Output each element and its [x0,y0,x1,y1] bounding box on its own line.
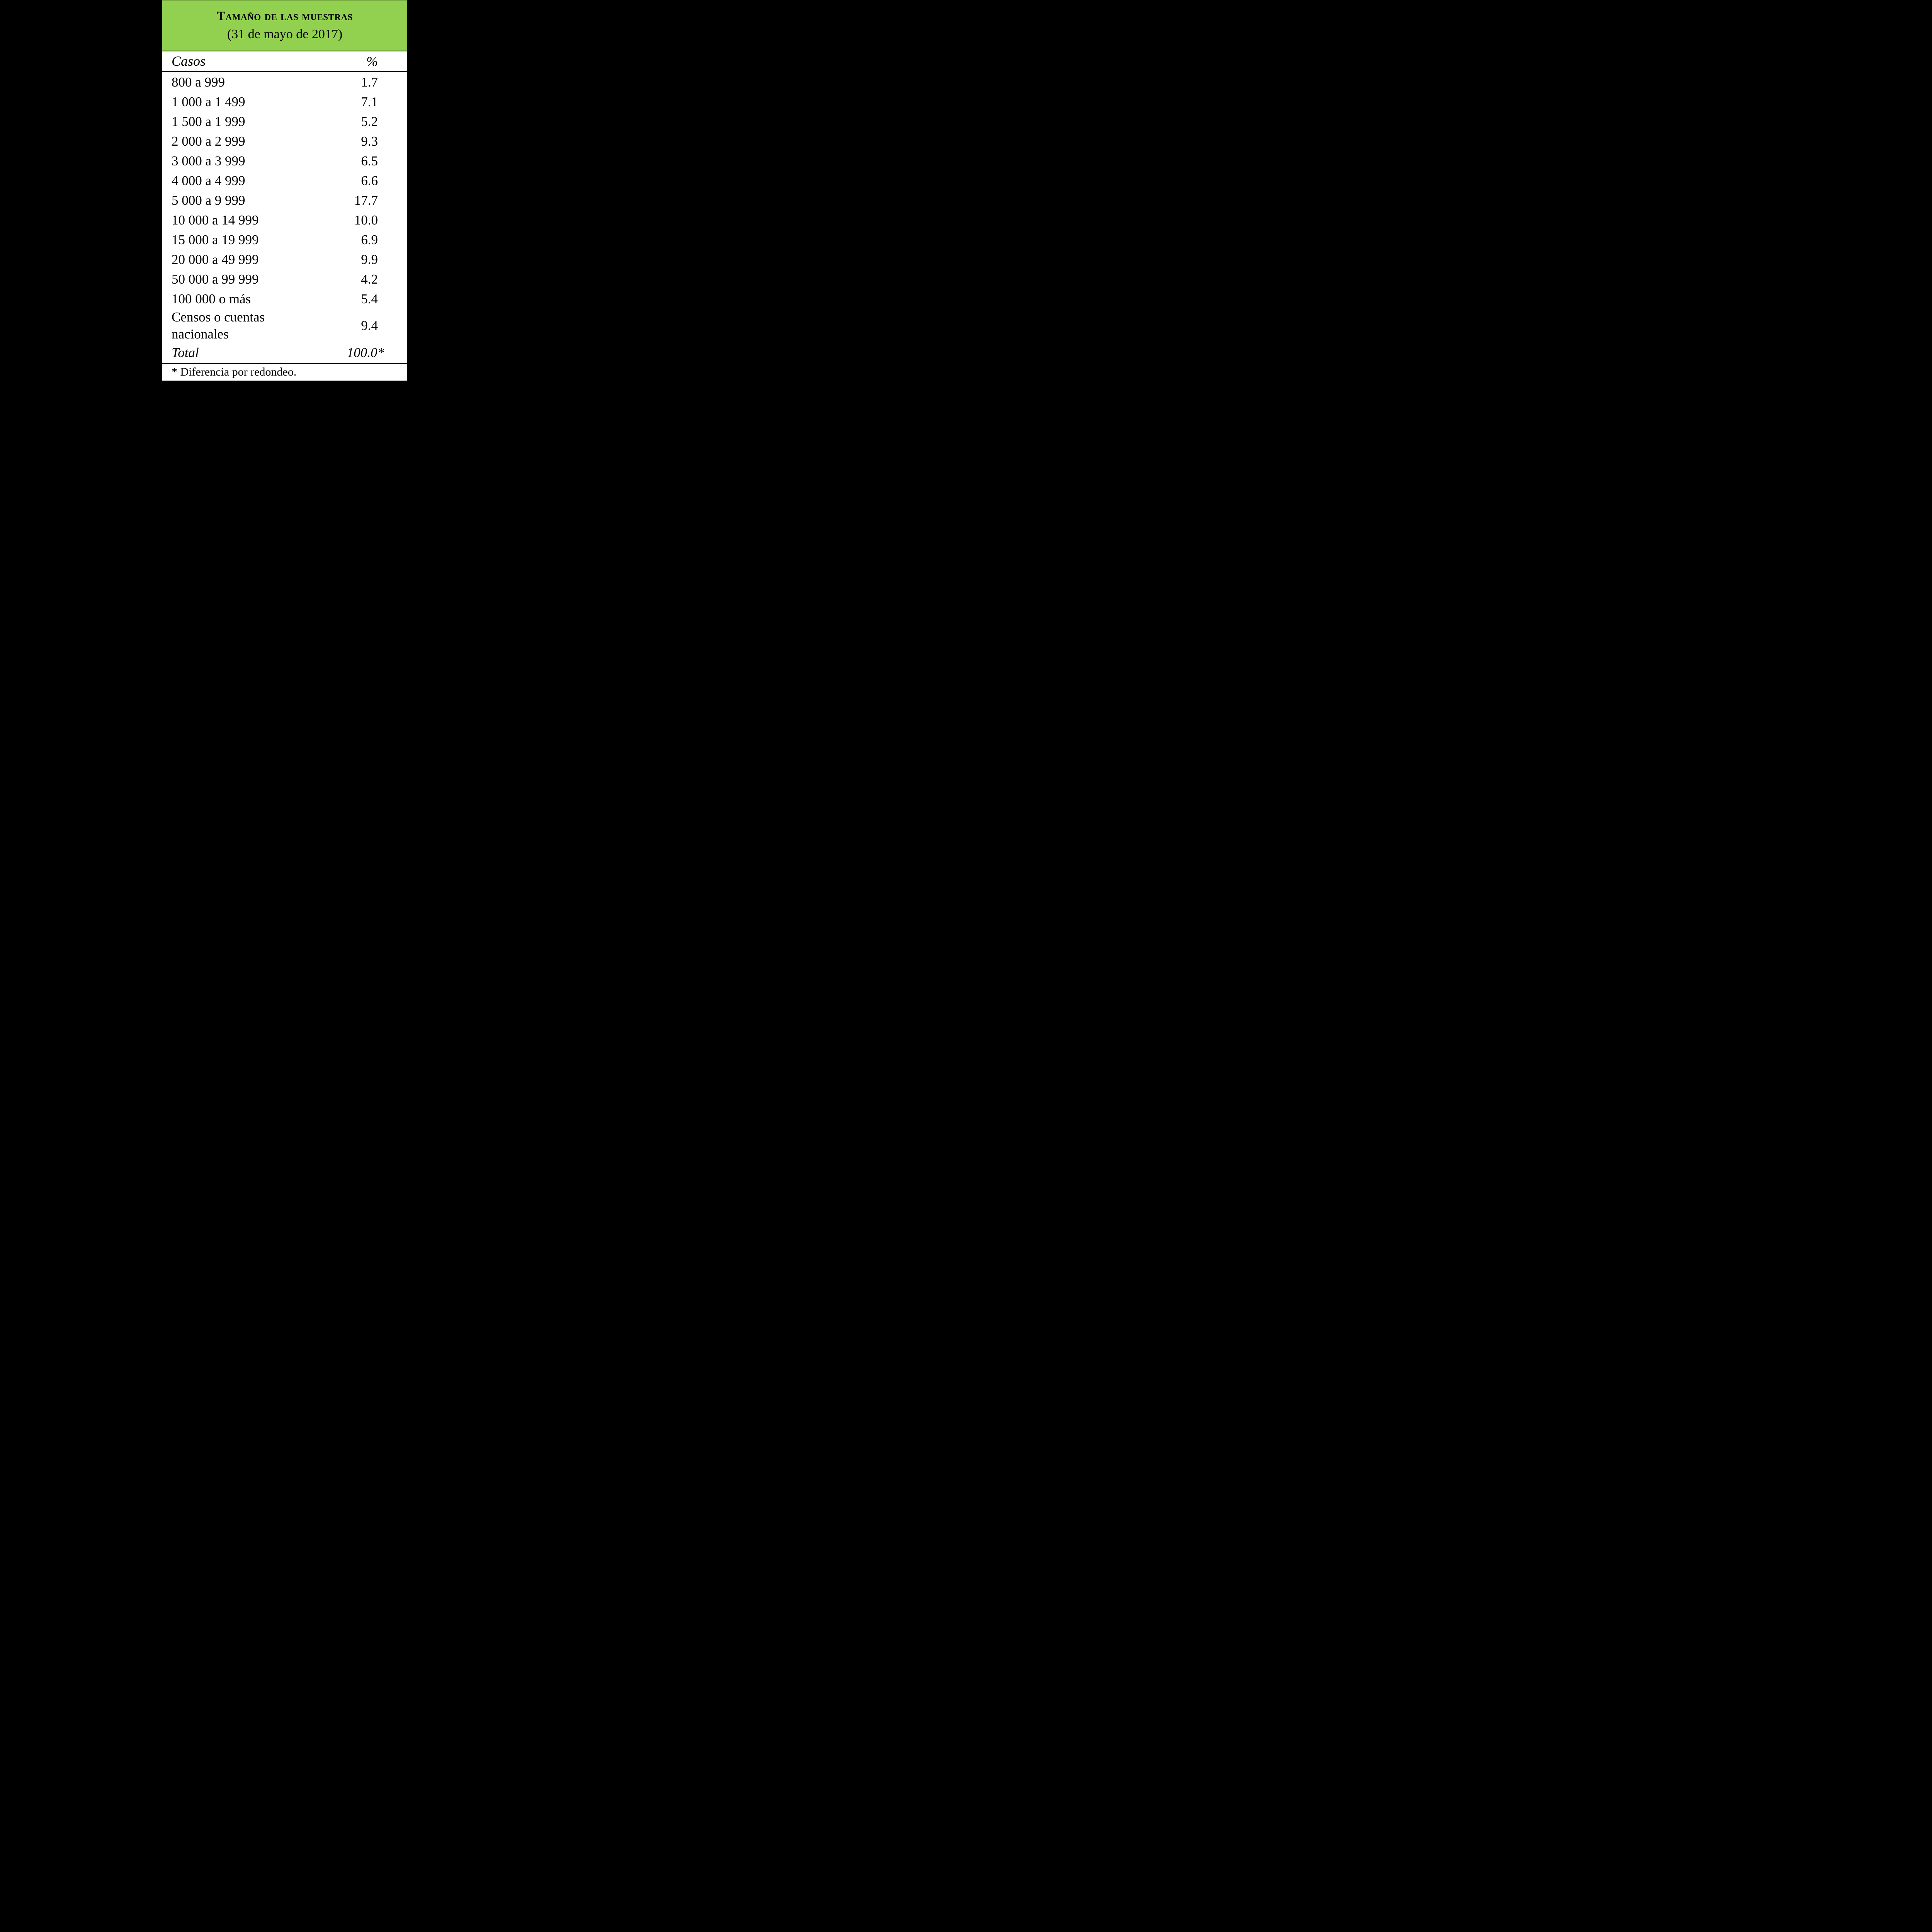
row-label: 1 000 a 1 499 [172,94,245,109]
row-value: 9.3 [361,133,378,149]
table-row: 5 000 a 9 999 17.7 [162,190,407,210]
row-value: 10.0 [354,212,378,228]
sample-size-table: Tamaño de las muestras (31 de mayo de 20… [162,0,407,381]
row-value: 17.7 [354,192,378,208]
table-total-row: Total 100.0* [162,343,407,363]
column-header-row: Casos % [162,51,407,71]
table-row: 4 000 a 4 999 6.6 [162,171,407,190]
table-title: Tamaño de las muestras [217,9,353,23]
table-row: 50 000 a 99 999 4.2 [162,269,407,289]
row-value: 5.2 [361,114,378,129]
row-label: 20 000 a 49 999 [172,252,259,267]
table-footnote: * Diferencia por redondeo. [172,366,297,378]
total-label: Total [172,345,199,360]
row-label: 15 000 a 19 999 [172,232,259,247]
column-header-percent: % [366,53,378,69]
table-row: 10 000 a 14 999 10.0 [162,210,407,230]
table-row: 100 000 o más 5.4 [162,289,407,309]
row-label: 5 000 a 9 999 [172,192,245,208]
row-label: 800 a 999 [172,74,225,90]
page-background: Tamaño de las muestras (31 de mayo de 20… [0,0,569,405]
row-label: 3 000 a 3 999 [172,153,245,168]
column-header-casos: Casos [172,53,206,69]
table-body: 800 a 999 1.7 1 000 a 1 499 7.1 1 500 a … [162,72,407,343]
table-row: 2 000 a 2 999 9.3 [162,131,407,151]
row-label: 100 000 o más [172,291,251,306]
row-label: 1 500 a 1 999 [172,114,245,129]
row-label: 50 000 a 99 999 [172,271,259,287]
row-label: 2 000 a 2 999 [172,133,245,149]
row-value: 4.2 [361,271,378,287]
row-value: 9.4 [361,318,378,333]
row-value: 7.1 [361,94,378,109]
total-value: 100.0* [347,345,384,360]
row-value: 6.6 [361,173,378,188]
table-row: 20 000 a 49 999 9.9 [162,250,407,269]
table-row: 3 000 a 3 999 6.5 [162,151,407,171]
row-value: 6.5 [361,153,378,168]
table-row: Censos o cuentas nacionales 9.4 [162,309,407,343]
divider-under-header [162,71,407,72]
table-title-block: Tamaño de las muestras (31 de mayo de 20… [162,0,407,51]
row-value: 6.9 [361,232,378,247]
table-row: 1 000 a 1 499 7.1 [162,92,407,112]
row-label: 10 000 a 14 999 [172,212,259,228]
table-row: 1 500 a 1 999 5.2 [162,112,407,131]
table-row: 800 a 999 1.7 [162,72,407,92]
row-value: 5.4 [361,291,378,306]
row-value: 1.7 [361,74,378,90]
divider-above-footnote [162,362,407,364]
table-row: 15 000 a 19 999 6.9 [162,230,407,250]
row-label: Censos o cuentas nacionales [172,310,265,342]
row-value: 9.9 [361,252,378,267]
row-label: 4 000 a 4 999 [172,173,245,188]
table-subtitle: (31 de mayo de 2017) [227,27,343,41]
